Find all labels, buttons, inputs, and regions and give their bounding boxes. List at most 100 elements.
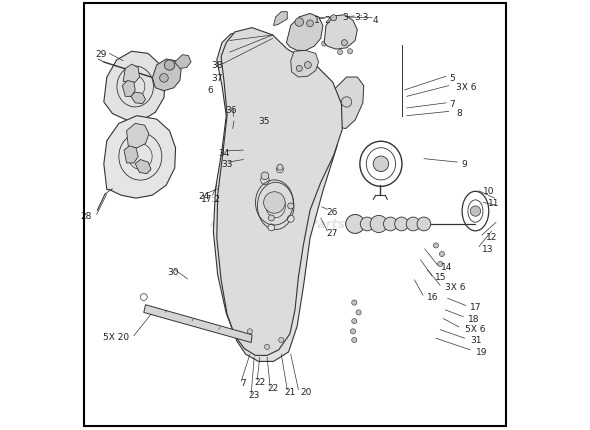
Circle shape bbox=[350, 329, 356, 334]
Polygon shape bbox=[135, 160, 151, 174]
Circle shape bbox=[295, 18, 304, 27]
Text: 21: 21 bbox=[284, 387, 296, 396]
Text: 3: 3 bbox=[342, 13, 348, 22]
Circle shape bbox=[277, 165, 283, 171]
Polygon shape bbox=[123, 65, 139, 83]
Circle shape bbox=[264, 192, 285, 214]
Circle shape bbox=[433, 243, 438, 249]
Text: 36: 36 bbox=[225, 105, 237, 114]
Circle shape bbox=[277, 166, 283, 173]
Polygon shape bbox=[122, 81, 135, 97]
Text: eReplacementParts.com: eReplacementParts.com bbox=[210, 217, 380, 230]
Circle shape bbox=[342, 98, 352, 108]
Polygon shape bbox=[127, 124, 149, 148]
Text: 27: 27 bbox=[326, 228, 337, 237]
Text: 7: 7 bbox=[450, 100, 455, 109]
Text: 15: 15 bbox=[435, 273, 446, 282]
Circle shape bbox=[352, 338, 357, 343]
Text: 17: 17 bbox=[470, 303, 482, 312]
Circle shape bbox=[307, 21, 313, 28]
Circle shape bbox=[438, 262, 442, 267]
Text: 23: 23 bbox=[248, 390, 260, 399]
Circle shape bbox=[261, 172, 269, 180]
Circle shape bbox=[268, 224, 275, 231]
Text: 31: 31 bbox=[470, 336, 482, 344]
Circle shape bbox=[342, 40, 348, 46]
Text: 22: 22 bbox=[267, 383, 278, 392]
Circle shape bbox=[278, 338, 284, 343]
Circle shape bbox=[288, 203, 294, 209]
Circle shape bbox=[373, 157, 389, 172]
Text: 4: 4 bbox=[372, 15, 378, 25]
Text: 35: 35 bbox=[258, 117, 270, 126]
Circle shape bbox=[348, 49, 353, 55]
Circle shape bbox=[160, 74, 168, 83]
Text: 33: 33 bbox=[221, 160, 233, 169]
Polygon shape bbox=[175, 55, 191, 69]
Text: 3:3: 3:3 bbox=[354, 13, 369, 22]
Circle shape bbox=[264, 344, 270, 350]
Polygon shape bbox=[131, 93, 146, 104]
Text: 5X 20: 5X 20 bbox=[103, 333, 130, 342]
Circle shape bbox=[356, 310, 361, 315]
Text: 38: 38 bbox=[211, 61, 222, 71]
Text: 3X 6: 3X 6 bbox=[456, 83, 477, 92]
Circle shape bbox=[322, 42, 327, 47]
Polygon shape bbox=[291, 51, 319, 78]
Circle shape bbox=[296, 66, 302, 72]
Text: 9: 9 bbox=[462, 160, 467, 169]
Polygon shape bbox=[214, 31, 338, 362]
Polygon shape bbox=[104, 117, 176, 199]
Text: 26: 26 bbox=[326, 207, 337, 216]
Text: 34: 34 bbox=[218, 148, 230, 157]
Polygon shape bbox=[152, 60, 181, 92]
Text: 12: 12 bbox=[486, 233, 497, 242]
Text: 20: 20 bbox=[300, 387, 312, 396]
Text: 14: 14 bbox=[441, 263, 453, 272]
Circle shape bbox=[140, 294, 148, 301]
Polygon shape bbox=[324, 15, 358, 50]
Text: 5: 5 bbox=[450, 74, 455, 82]
Polygon shape bbox=[144, 305, 252, 343]
Circle shape bbox=[370, 216, 388, 233]
Polygon shape bbox=[329, 78, 364, 129]
Text: 37: 37 bbox=[211, 74, 222, 83]
Text: 2: 2 bbox=[324, 15, 330, 25]
Circle shape bbox=[352, 319, 357, 324]
Circle shape bbox=[417, 218, 431, 231]
Text: 22: 22 bbox=[254, 377, 266, 386]
Circle shape bbox=[261, 176, 269, 185]
Polygon shape bbox=[104, 52, 165, 121]
Text: 18: 18 bbox=[468, 314, 479, 323]
Text: 6: 6 bbox=[207, 86, 213, 94]
Circle shape bbox=[268, 215, 274, 221]
Circle shape bbox=[337, 50, 343, 55]
Text: 10: 10 bbox=[483, 187, 494, 196]
Text: 11: 11 bbox=[487, 199, 499, 208]
Circle shape bbox=[346, 215, 365, 234]
Text: 29: 29 bbox=[96, 50, 107, 59]
Circle shape bbox=[395, 218, 408, 231]
Text: 28: 28 bbox=[81, 212, 92, 220]
Circle shape bbox=[330, 15, 337, 22]
Text: 5X 6: 5X 6 bbox=[465, 324, 485, 333]
Text: 13: 13 bbox=[482, 244, 493, 253]
Text: 17:2: 17:2 bbox=[201, 194, 221, 203]
Text: 1: 1 bbox=[314, 15, 320, 25]
Circle shape bbox=[287, 216, 294, 223]
Circle shape bbox=[247, 329, 253, 334]
Circle shape bbox=[352, 300, 357, 305]
Text: 24: 24 bbox=[198, 191, 209, 200]
Polygon shape bbox=[217, 28, 342, 356]
Circle shape bbox=[407, 218, 420, 231]
Circle shape bbox=[384, 218, 397, 231]
Polygon shape bbox=[286, 15, 323, 51]
Polygon shape bbox=[124, 147, 138, 163]
Text: 19: 19 bbox=[476, 347, 488, 356]
Polygon shape bbox=[274, 13, 287, 26]
Circle shape bbox=[440, 252, 444, 257]
Circle shape bbox=[360, 218, 374, 231]
Text: 8: 8 bbox=[456, 108, 462, 117]
Circle shape bbox=[470, 206, 481, 217]
Text: 7: 7 bbox=[241, 378, 246, 387]
